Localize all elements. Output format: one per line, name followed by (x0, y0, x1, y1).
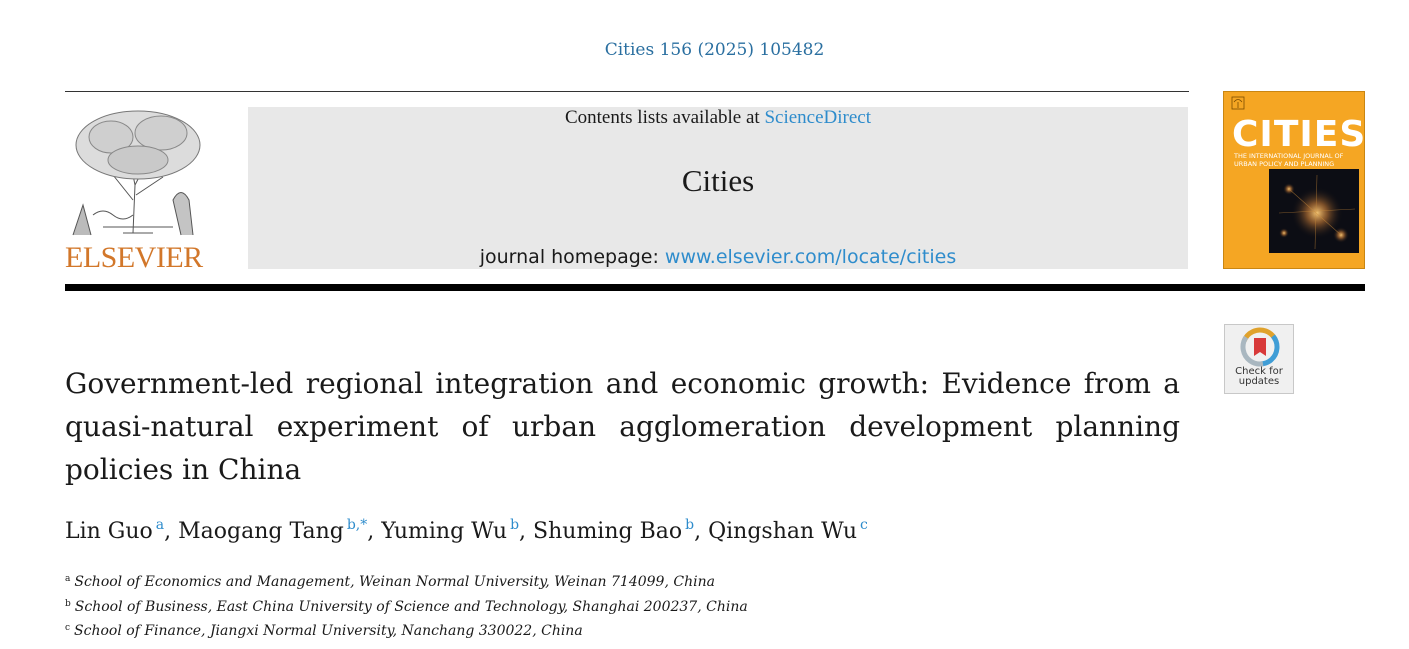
cover-subtitle: THE INTERNATIONAL JOURNAL OF URBAN POLIC… (1234, 152, 1344, 168)
author-name[interactable]: Maogang Tang (178, 519, 344, 544)
elsevier-mini-icon (1231, 96, 1245, 110)
contents-line: Contents lists available at ScienceDirec… (248, 107, 1188, 129)
author-affiliation-mark[interactable]: a (155, 517, 165, 533)
article-title: Government-led regional integration and … (65, 367, 1180, 486)
elsevier-tree-icon (72, 110, 201, 236)
journal-homepage-line: journal homepage: www.elsevier.com/locat… (248, 246, 1188, 268)
contents-prefix: Contents lists available at (564, 107, 765, 128)
journal-citation-link[interactable]: Cities 156 (2025) 105482 (604, 40, 825, 60)
author-name[interactable]: Lin Guo (65, 519, 153, 544)
journal-name: Cities (681, 163, 755, 198)
journal-banner: Contents lists available at ScienceDirec… (248, 107, 1188, 269)
author-affiliation-mark[interactable]: c (860, 517, 868, 533)
affiliation-item: a School of Economics and Management, Wei… (65, 574, 715, 590)
check-for-updates-label: Check for updates (1235, 366, 1283, 387)
author-affiliation-mark[interactable]: b (685, 517, 695, 533)
affiliation-item: b School of Business, East China Universi… (65, 598, 748, 615)
affiliation-item: c School of Finance, Jiangxi Normal Unive… (65, 623, 583, 639)
elsevier-logo[interactable]: ELSEVIER (63, 105, 215, 274)
header-thick-rule (65, 284, 1365, 291)
sciencedirect-link[interactable]: ScienceDirect (764, 107, 872, 128)
journal-homepage-link[interactable]: www.elsevier.com/locate/cities (664, 246, 957, 268)
header-rule (65, 91, 1189, 92)
affiliation-list: a School of Economics and Management, Wei… (65, 569, 748, 643)
city-lights-image (1269, 169, 1359, 253)
author-name[interactable]: Yuming Wu (381, 519, 508, 544)
cover-title: CITIES (1232, 114, 1367, 155)
author-affiliation-mark[interactable]: b (510, 517, 520, 533)
author-name[interactable]: Qingshan Wu (708, 519, 858, 544)
journal-cover-thumbnail[interactable]: CITIES THE INTERNATIONAL JOURNAL OF URBA… (1223, 91, 1365, 269)
author-list: Lin Guo a, Maogang Tang b,*, Yuming Wu b, S… (65, 517, 868, 544)
author-affiliation-mark[interactable]: b,* (346, 517, 368, 533)
check-for-updates-button[interactable]: Check for updates (1224, 324, 1294, 394)
crossmark-icon (1240, 327, 1280, 367)
elsevier-wordmark: ELSEVIER (65, 241, 203, 274)
author-name[interactable]: Shuming Bao (533, 519, 683, 544)
homepage-prefix: journal homepage: (479, 246, 665, 268)
